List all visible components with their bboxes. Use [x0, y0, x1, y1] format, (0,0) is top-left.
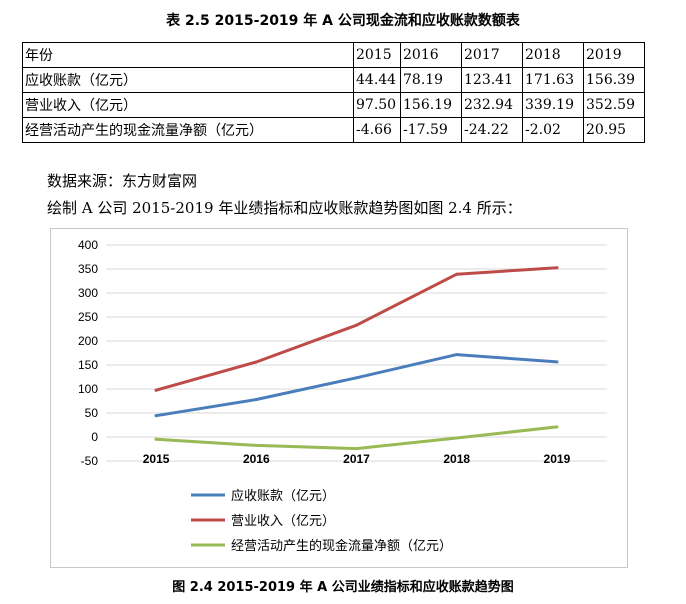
y-tick-label: 250 [78, 310, 98, 324]
data-point [455, 353, 459, 357]
data-point [254, 443, 258, 447]
table-cell: 97.50 [353, 92, 401, 118]
table-cell: 20.95 [583, 117, 645, 143]
data-point [355, 376, 358, 380]
table-cell: 171.63 [522, 67, 584, 93]
data-point [154, 388, 158, 392]
x-tick-label: 2019 [544, 452, 571, 466]
data-point [355, 323, 358, 327]
data-point [555, 360, 559, 364]
table-cell: -2.02 [522, 117, 584, 143]
line-chart: -50 0 50 100 150 200 250 300 350 400 2015 2016 2017 2… [78, 238, 607, 554]
data-point [455, 436, 459, 440]
table-caption: 表 2.5 2015-2019 年 A 公司现金流和应收账款数额表 [166, 13, 520, 29]
data-point [254, 397, 258, 401]
table-cell: -4.66 [353, 117, 401, 143]
y-tick-label: 150 [78, 358, 98, 372]
x-tick-label: 2015 [143, 452, 170, 466]
figure-caption: 图 2.4 2015-2019 年 A 公司业绩指标和应收账款趋势图 [172, 580, 514, 595]
table-header-cell: 2017 [461, 42, 523, 68]
x-tick-label: 2018 [443, 452, 470, 466]
y-tick-label: 300 [78, 286, 98, 300]
table-cell: 经营活动产生的现金流量净额（亿元） [22, 117, 354, 143]
table-header-cell: 2016 [400, 42, 462, 68]
table-cell: 123.41 [461, 67, 523, 93]
legend-label: 营业收入（亿元） [231, 514, 335, 529]
table-header-cell: 2018 [522, 42, 584, 68]
data-point [154, 437, 158, 441]
table-cell: 44.44 [353, 67, 401, 93]
table-header-row: 年份 2015 2016 2017 2018 2019 [22, 42, 645, 68]
table-cell: 78.19 [400, 67, 462, 93]
table-cell: 营业收入（亿元） [22, 92, 354, 118]
data-point [555, 425, 559, 429]
data-point [154, 414, 158, 418]
y-tick-label: 100 [78, 382, 98, 396]
data-point [455, 272, 459, 276]
table-cell: -24.22 [461, 117, 523, 143]
table-cell: 156.39 [583, 67, 645, 93]
legend-label: 经营活动产生的现金流量净额（亿元） [231, 538, 452, 554]
table-cell: 应收账款（亿元） [22, 67, 354, 93]
y-tick-label: 50 [85, 406, 99, 420]
y-tick-label: 0 [91, 430, 98, 444]
table-header-cell: 2019 [583, 42, 645, 68]
y-tick-label: 400 [78, 238, 98, 252]
x-tick-label: 2017 [343, 452, 370, 466]
table-row: 经营活动产生的现金流量净额（亿元） -4.66 -17.59 -24.22 -2… [22, 117, 645, 143]
y-tick-label: 350 [78, 262, 98, 276]
data-point [355, 447, 358, 451]
table-cell: -17.59 [400, 117, 462, 143]
table-cell: 352.59 [583, 92, 645, 118]
data-table: 年份 2015 2016 2017 2018 2019 应收账款（亿元） 44.… [22, 42, 645, 143]
y-tick-label: 200 [78, 334, 98, 348]
x-tick-label: 2016 [243, 452, 270, 466]
table-cell: 156.19 [400, 92, 462, 118]
source-note: 数据来源：东方财富网 [47, 172, 198, 190]
intro-paragraph: 绘制 A 公司 2015-2019 年业绩指标和应收账款趋势图如图 2.4 所示… [47, 199, 522, 217]
data-point [555, 266, 559, 270]
table-header-cell: 2015 [353, 42, 401, 68]
table-row: 应收账款（亿元） 44.44 78.19 123.41 171.63 156.3… [22, 67, 645, 93]
series-line [154, 353, 559, 418]
table-cell: 232.94 [461, 92, 523, 118]
table-cell: 339.19 [522, 92, 584, 118]
chart-frame: -50 0 50 100 150 200 250 300 350 400 2015 2016 2017 2… [50, 228, 628, 568]
y-tick-label: -50 [81, 454, 99, 468]
table-header-cell: 年份 [22, 42, 354, 68]
data-point [254, 360, 258, 364]
series-line [154, 425, 559, 451]
legend-label: 应收账款（亿元） [231, 488, 335, 504]
series-line [154, 266, 559, 392]
table-row: 营业收入（亿元） 97.50 156.19 232.94 339.19 352.… [22, 92, 645, 118]
